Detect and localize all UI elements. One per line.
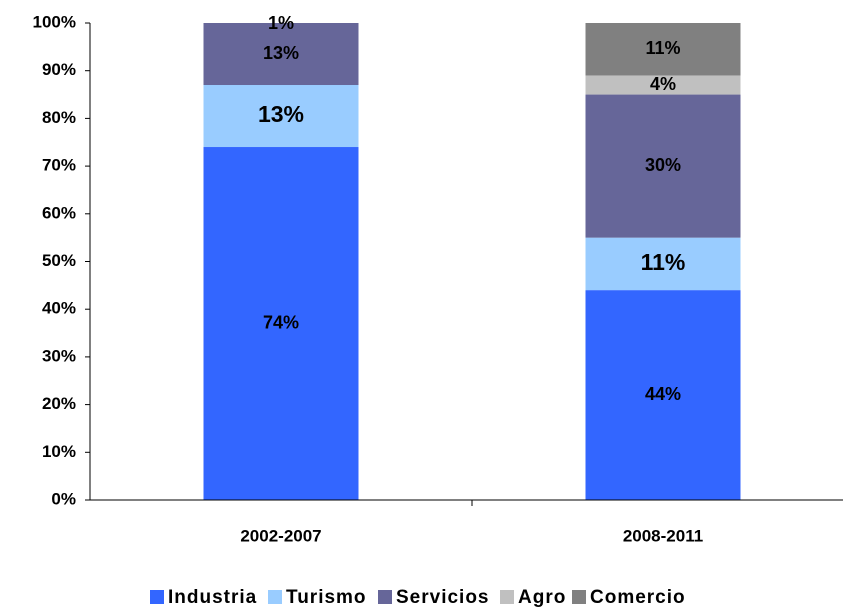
data-label: 4% <box>650 74 676 94</box>
y-tick-label: 10% <box>42 442 76 461</box>
bar-segment <box>585 75 741 95</box>
legend-label: Turismo <box>286 587 367 607</box>
y-tick-label: 50% <box>42 251 76 270</box>
y-tick-label: 30% <box>42 346 76 365</box>
data-label: 30% <box>645 155 681 175</box>
legend-swatch <box>500 590 514 604</box>
plot-area <box>203 23 741 500</box>
bar-segment <box>585 23 741 76</box>
y-tick-label: 0% <box>51 489 76 508</box>
data-label: 13% <box>263 43 299 63</box>
legend-label: Industria <box>168 587 257 607</box>
bar-segment <box>203 23 359 86</box>
data-label: 44% <box>645 384 681 404</box>
data-label: 13% <box>258 101 304 127</box>
y-tick-label: 70% <box>42 156 76 175</box>
y-tick-label: 60% <box>42 203 76 222</box>
legend-swatch <box>150 590 164 604</box>
bar-segment <box>203 147 359 500</box>
legend-swatch <box>378 590 392 604</box>
y-tick-label: 20% <box>42 394 76 413</box>
data-label: 11% <box>645 38 680 58</box>
bar-segment <box>585 237 741 291</box>
bar-segment <box>203 85 359 148</box>
x-tick-label: 2002-2007 <box>240 526 321 545</box>
bar-segment <box>585 94 741 238</box>
y-tick-label: 90% <box>42 60 76 79</box>
x-tick-label: 2008-2011 <box>623 526 703 545</box>
data-label: 74% <box>263 312 299 332</box>
legend-swatch <box>572 590 586 604</box>
legend-swatch <box>268 590 282 604</box>
data-label: 11% <box>641 249 686 275</box>
y-tick-label: 40% <box>42 299 76 318</box>
legend-label: Agro <box>518 587 566 607</box>
data-label: 1% <box>268 13 294 33</box>
bar-segment <box>585 290 741 500</box>
legend-label: Servicios <box>396 587 490 607</box>
y-tick-label: 100% <box>33 12 76 31</box>
y-tick-label: 80% <box>42 108 76 127</box>
legend-label: Comercio <box>590 587 686 607</box>
